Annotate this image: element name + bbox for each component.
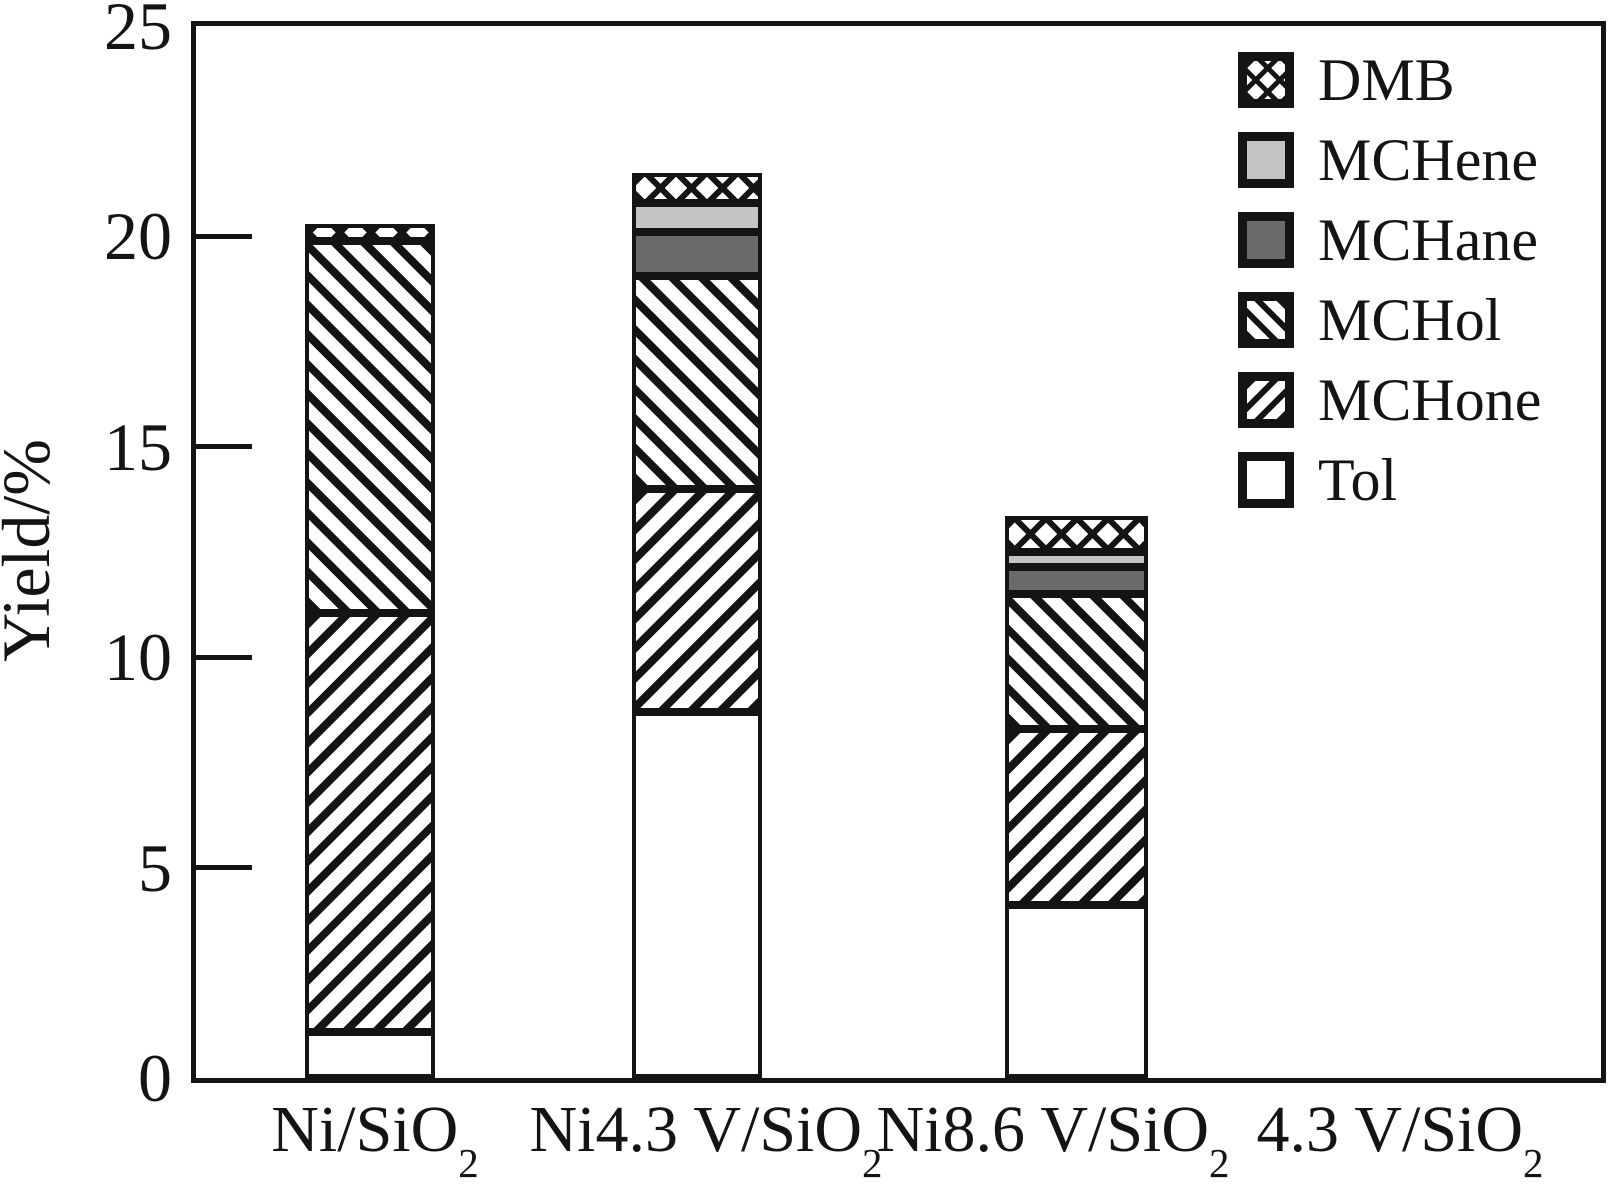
y-axis-title: Yield/%	[0, 0, 66, 1100]
bar-segment-tol	[632, 711, 762, 1078]
bar-segment-mchene	[632, 202, 762, 233]
y-tick-label: 25	[104, 0, 172, 64]
legend-row-tol: Tol	[1238, 447, 1541, 513]
legend-row-mchene: MCHene	[1238, 127, 1541, 193]
bar-segment-mchane	[632, 232, 762, 277]
x-axis-label: 4.3 V/SiO2	[1256, 1093, 1544, 1186]
legend-swatch-dmb	[1238, 52, 1294, 108]
legend-label: MCHone	[1318, 367, 1542, 433]
bar-ni8.6-v-sio	[1005, 26, 1148, 1078]
y-tick-label: 0	[138, 1040, 172, 1116]
bar-segment-mchone	[305, 613, 435, 1032]
y-tick-label: 15	[104, 408, 172, 485]
legend-swatch-tol	[1238, 452, 1294, 508]
bar-segment-dmb	[1005, 516, 1148, 552]
legend-swatch-mchol	[1238, 292, 1294, 348]
y-tick-label: 5	[138, 829, 172, 906]
y-tick-label: 20	[104, 198, 172, 275]
x-axis-label: Ni4.3 V/SiO2	[529, 1093, 883, 1186]
legend-label: MCHol	[1318, 287, 1502, 353]
plot-inner	[196, 26, 1601, 1078]
legend-row-dmb: DMB	[1238, 47, 1541, 113]
bar-segment-mchol	[305, 240, 435, 614]
x-axis-label: Ni8.6 V/SiO2	[876, 1093, 1230, 1186]
legend-label: MCHane	[1318, 207, 1538, 273]
x-axis-label: Ni/SiO2	[271, 1093, 479, 1186]
legend-label: Tol	[1318, 447, 1398, 513]
legend-row-mchane: MCHane	[1238, 207, 1541, 273]
y-tick-mark	[196, 444, 252, 450]
y-tick-mark	[196, 233, 252, 239]
plot-area	[191, 21, 1606, 1083]
legend-swatch-mchene	[1238, 132, 1294, 188]
bar-segment-dmb	[632, 173, 762, 203]
bar-segment-dmb	[305, 223, 435, 241]
legend-swatch-mchane	[1238, 212, 1294, 268]
bar-segment-mchene	[1005, 552, 1148, 567]
bar-segment-mchol	[1005, 594, 1148, 729]
legend-label: MCHene	[1318, 127, 1538, 193]
y-tick-mark	[196, 865, 252, 871]
bar-segment-mchane	[1005, 566, 1148, 595]
bar-ni4.3-v-sio	[632, 26, 762, 1078]
legend-label: DMB	[1318, 47, 1455, 113]
bar-segment-mchone	[632, 488, 762, 712]
bar-segment-tol	[1005, 905, 1148, 1078]
legend-swatch-mchone	[1238, 372, 1294, 428]
y-tick-label: 10	[104, 619, 172, 696]
bar-segment-tol	[305, 1031, 435, 1078]
legend-row-mchone: MCHone	[1238, 367, 1542, 433]
bar-ni-sio	[305, 26, 435, 1078]
legend: DMB MCHene MCHane MCHol MCHone Tol	[1238, 47, 1542, 513]
legend-row-mchol: MCHol	[1238, 287, 1541, 353]
y-tick-mark	[196, 654, 252, 660]
bar-segment-mchol	[632, 276, 762, 489]
bar-segment-mchone	[1005, 728, 1148, 906]
